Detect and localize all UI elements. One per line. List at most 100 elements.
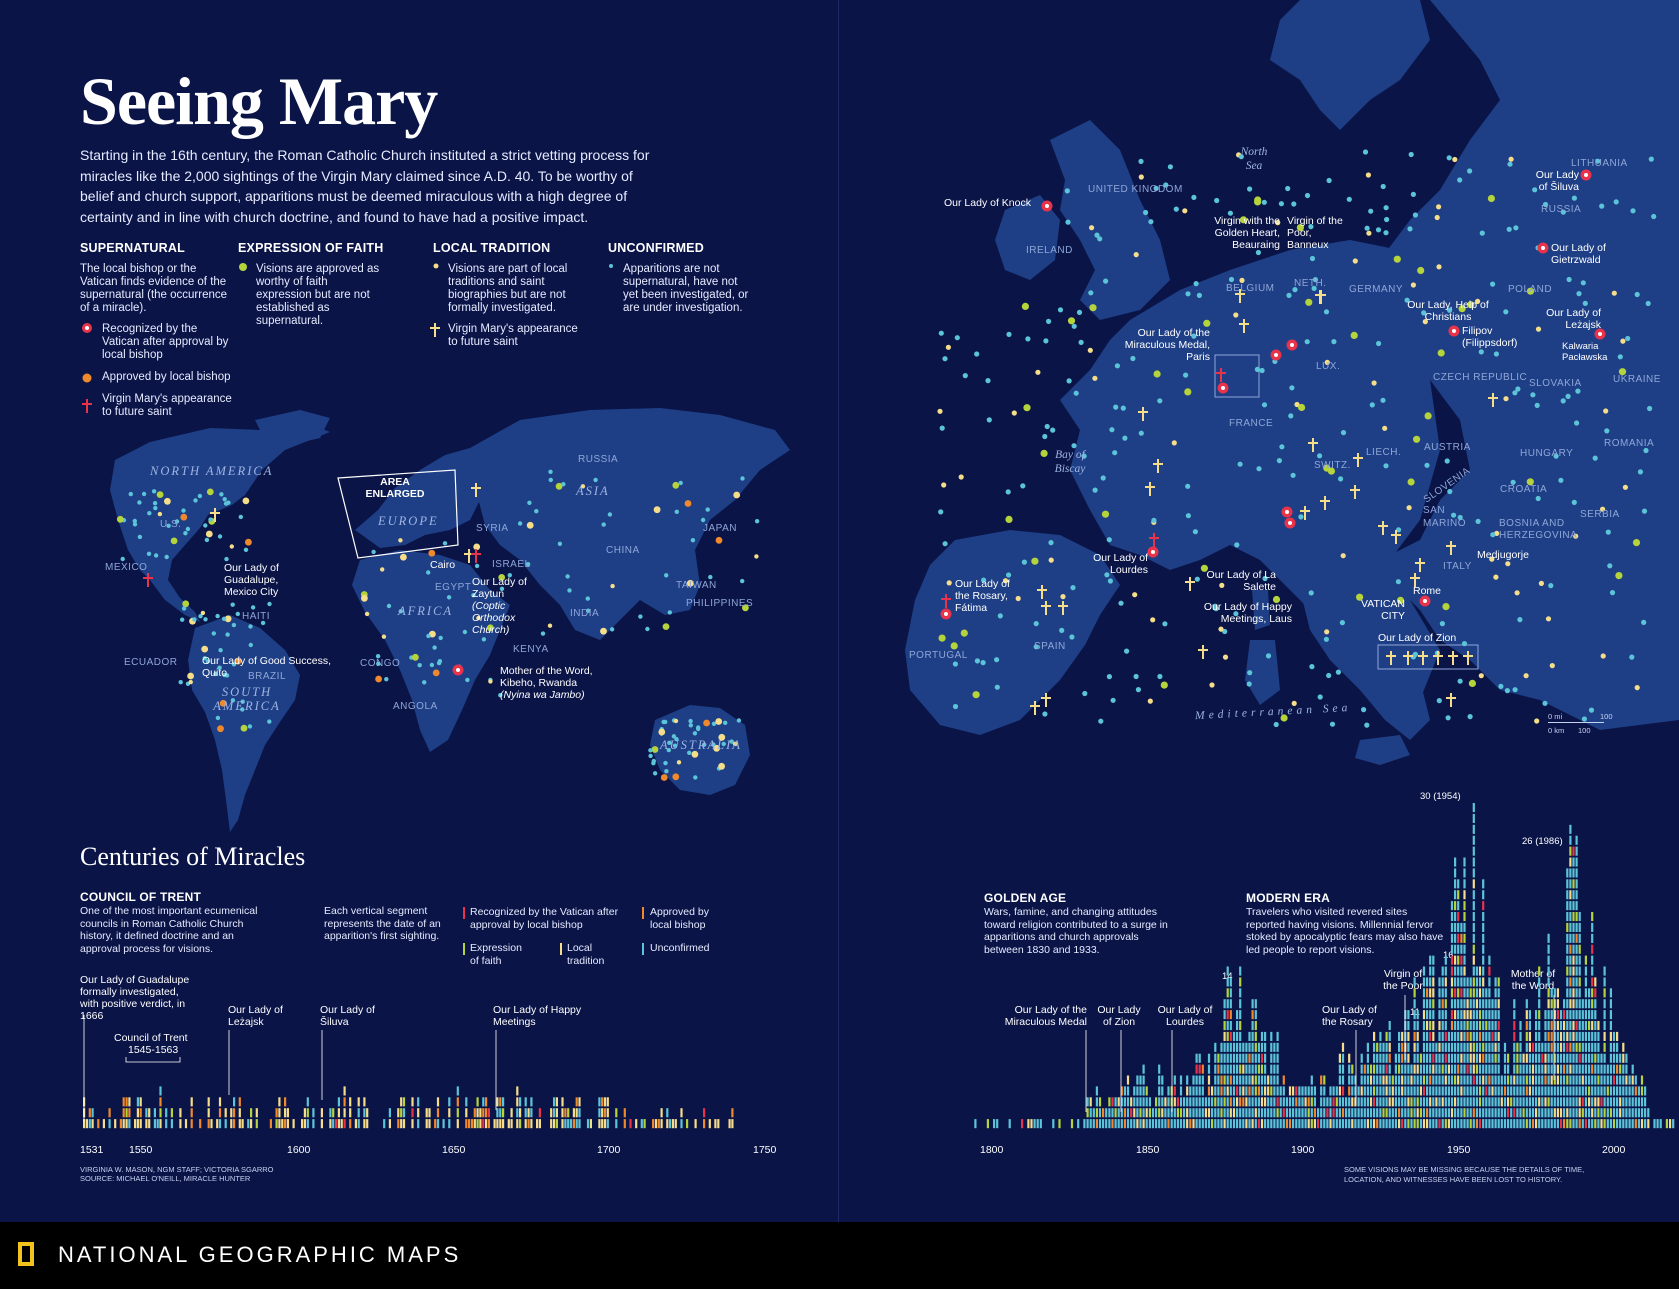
- timeline-segment: [1538, 1108, 1541, 1118]
- faith-dot-icon: [239, 263, 247, 271]
- timeline-segment: [1422, 1053, 1426, 1063]
- timeline-segment: [1260, 1042, 1264, 1052]
- timeline-segment: [1422, 1097, 1426, 1107]
- timeline-segment: [1466, 1108, 1469, 1118]
- apparition-dot: [648, 748, 653, 753]
- timeline-segment: [1497, 999, 1500, 1009]
- timeline-segment: [1360, 1064, 1363, 1074]
- timeline-segment: [238, 1119, 241, 1129]
- saint-cross-icon: [1386, 651, 1396, 665]
- apparition-dot: [429, 662, 435, 668]
- timeline-segment: [1606, 1108, 1609, 1118]
- timeline-segment: [1594, 1086, 1597, 1096]
- timeline-segment: [1413, 977, 1416, 987]
- apparition-dot: [1147, 698, 1153, 704]
- timeline-segment: [1482, 912, 1485, 922]
- timeline-segment: [1544, 1108, 1547, 1118]
- timeline-segment: [1581, 1042, 1584, 1052]
- recognized-marker-core-icon: [944, 612, 948, 616]
- apparition-dot: [733, 491, 741, 499]
- timeline-segment: [1444, 1097, 1447, 1107]
- country-liech: LIECH.: [1366, 447, 1402, 458]
- apparition-dot: [1261, 402, 1268, 408]
- timeline-segment: [1488, 1086, 1491, 1096]
- apparition-dot: [1558, 477, 1564, 483]
- timeline-segment: [170, 1119, 173, 1129]
- apparition-dot: [1011, 410, 1017, 416]
- timeline-segment: [85, 1119, 88, 1129]
- ann-poor: Virgin of the Poor: [1383, 968, 1423, 992]
- ann-word: Mother of the Word: [1510, 968, 1556, 992]
- timeline-segment: [578, 1119, 581, 1129]
- apparition-dot: [198, 614, 203, 619]
- apparition-dot: [1239, 216, 1248, 224]
- apparition-dot: [721, 741, 726, 747]
- timeline-segment: [134, 1119, 137, 1129]
- country-lux: LUX.: [1316, 361, 1341, 372]
- timeline-segment: [1341, 1053, 1345, 1063]
- timeline-segment: [1401, 1086, 1404, 1096]
- apparition-dot: [1214, 197, 1220, 204]
- timeline-segment: [1544, 1031, 1547, 1041]
- timeline-segment: [139, 1119, 142, 1129]
- timeline-segment: [1422, 1119, 1426, 1129]
- timeline-segment: [1550, 1108, 1553, 1118]
- timeline-segment: [1394, 1086, 1397, 1096]
- apparition-dot: [1512, 687, 1518, 693]
- timeline-segment: [1407, 1064, 1410, 1074]
- timeline-segment: [1273, 1108, 1276, 1118]
- timeline-segment: [1398, 1075, 1401, 1085]
- apparition-dot: [201, 645, 209, 653]
- timeline-segment: [1345, 1097, 1348, 1107]
- timeline-segment: [1270, 1064, 1273, 1074]
- timeline-segment: [1236, 1086, 1239, 1096]
- timeline-segment: [476, 1108, 479, 1118]
- timeline-segment: [233, 1097, 236, 1107]
- timeline-segment: [1332, 1086, 1335, 1096]
- apparition-dot: [1157, 398, 1163, 404]
- timeline-segment: [1373, 1086, 1376, 1096]
- apparition-dot: [1160, 681, 1168, 689]
- timeline-segment: [1158, 1064, 1161, 1074]
- timeline-segment: [601, 1108, 604, 1118]
- timeline-segment: [1236, 1064, 1239, 1074]
- timeline-segment: [1183, 1108, 1186, 1118]
- timeline-segment: [1575, 857, 1578, 867]
- timeline-segment: [465, 1108, 468, 1118]
- apparition-dot: [688, 718, 693, 724]
- apparition-dot: [1238, 154, 1244, 160]
- apparition-dot: [247, 724, 253, 729]
- apparition-dot: [671, 734, 677, 739]
- timeline-segment: [1360, 1108, 1363, 1118]
- timeline-segment: [1273, 1086, 1276, 1096]
- timeline-segment: [156, 1119, 159, 1129]
- apparition-dot: [1498, 683, 1504, 690]
- apparition-dot: [1212, 603, 1218, 609]
- apparition-dot: [132, 518, 137, 524]
- timeline-segment: [1388, 1064, 1391, 1074]
- apparition-dot: [1050, 427, 1056, 433]
- apparition-dot: [156, 491, 164, 498]
- timeline-segment: [1164, 1108, 1167, 1118]
- timeline-segment: [1195, 1086, 1198, 1096]
- timeline-segment: [555, 1097, 558, 1107]
- timeline-segment: [1488, 1097, 1491, 1107]
- timeline-segment: [1139, 1086, 1142, 1096]
- apparition-dot: [980, 660, 986, 666]
- timeline-segment: [1457, 1097, 1460, 1107]
- timeline-segment: [1298, 1086, 1301, 1096]
- timeline-segment: [1472, 1053, 1475, 1063]
- timeline-segment: [1637, 1097, 1640, 1107]
- timeline-segment: [986, 1119, 989, 1129]
- label-siluva: Our Lady of Šiluva: [1535, 169, 1579, 193]
- timeline-segment: [1348, 1097, 1351, 1107]
- apparition-dot: [1219, 582, 1225, 589]
- timeline-segment: [1572, 999, 1575, 1009]
- tl-legend-faith-swatch: [463, 943, 465, 955]
- timeline-segment: [1494, 1031, 1497, 1041]
- timeline-segment: [1388, 1053, 1391, 1063]
- apparition-dot: [548, 469, 553, 474]
- timeline-segment: [1566, 1119, 1569, 1129]
- timeline-segment: [1578, 912, 1581, 922]
- apparition-dot: [180, 617, 185, 622]
